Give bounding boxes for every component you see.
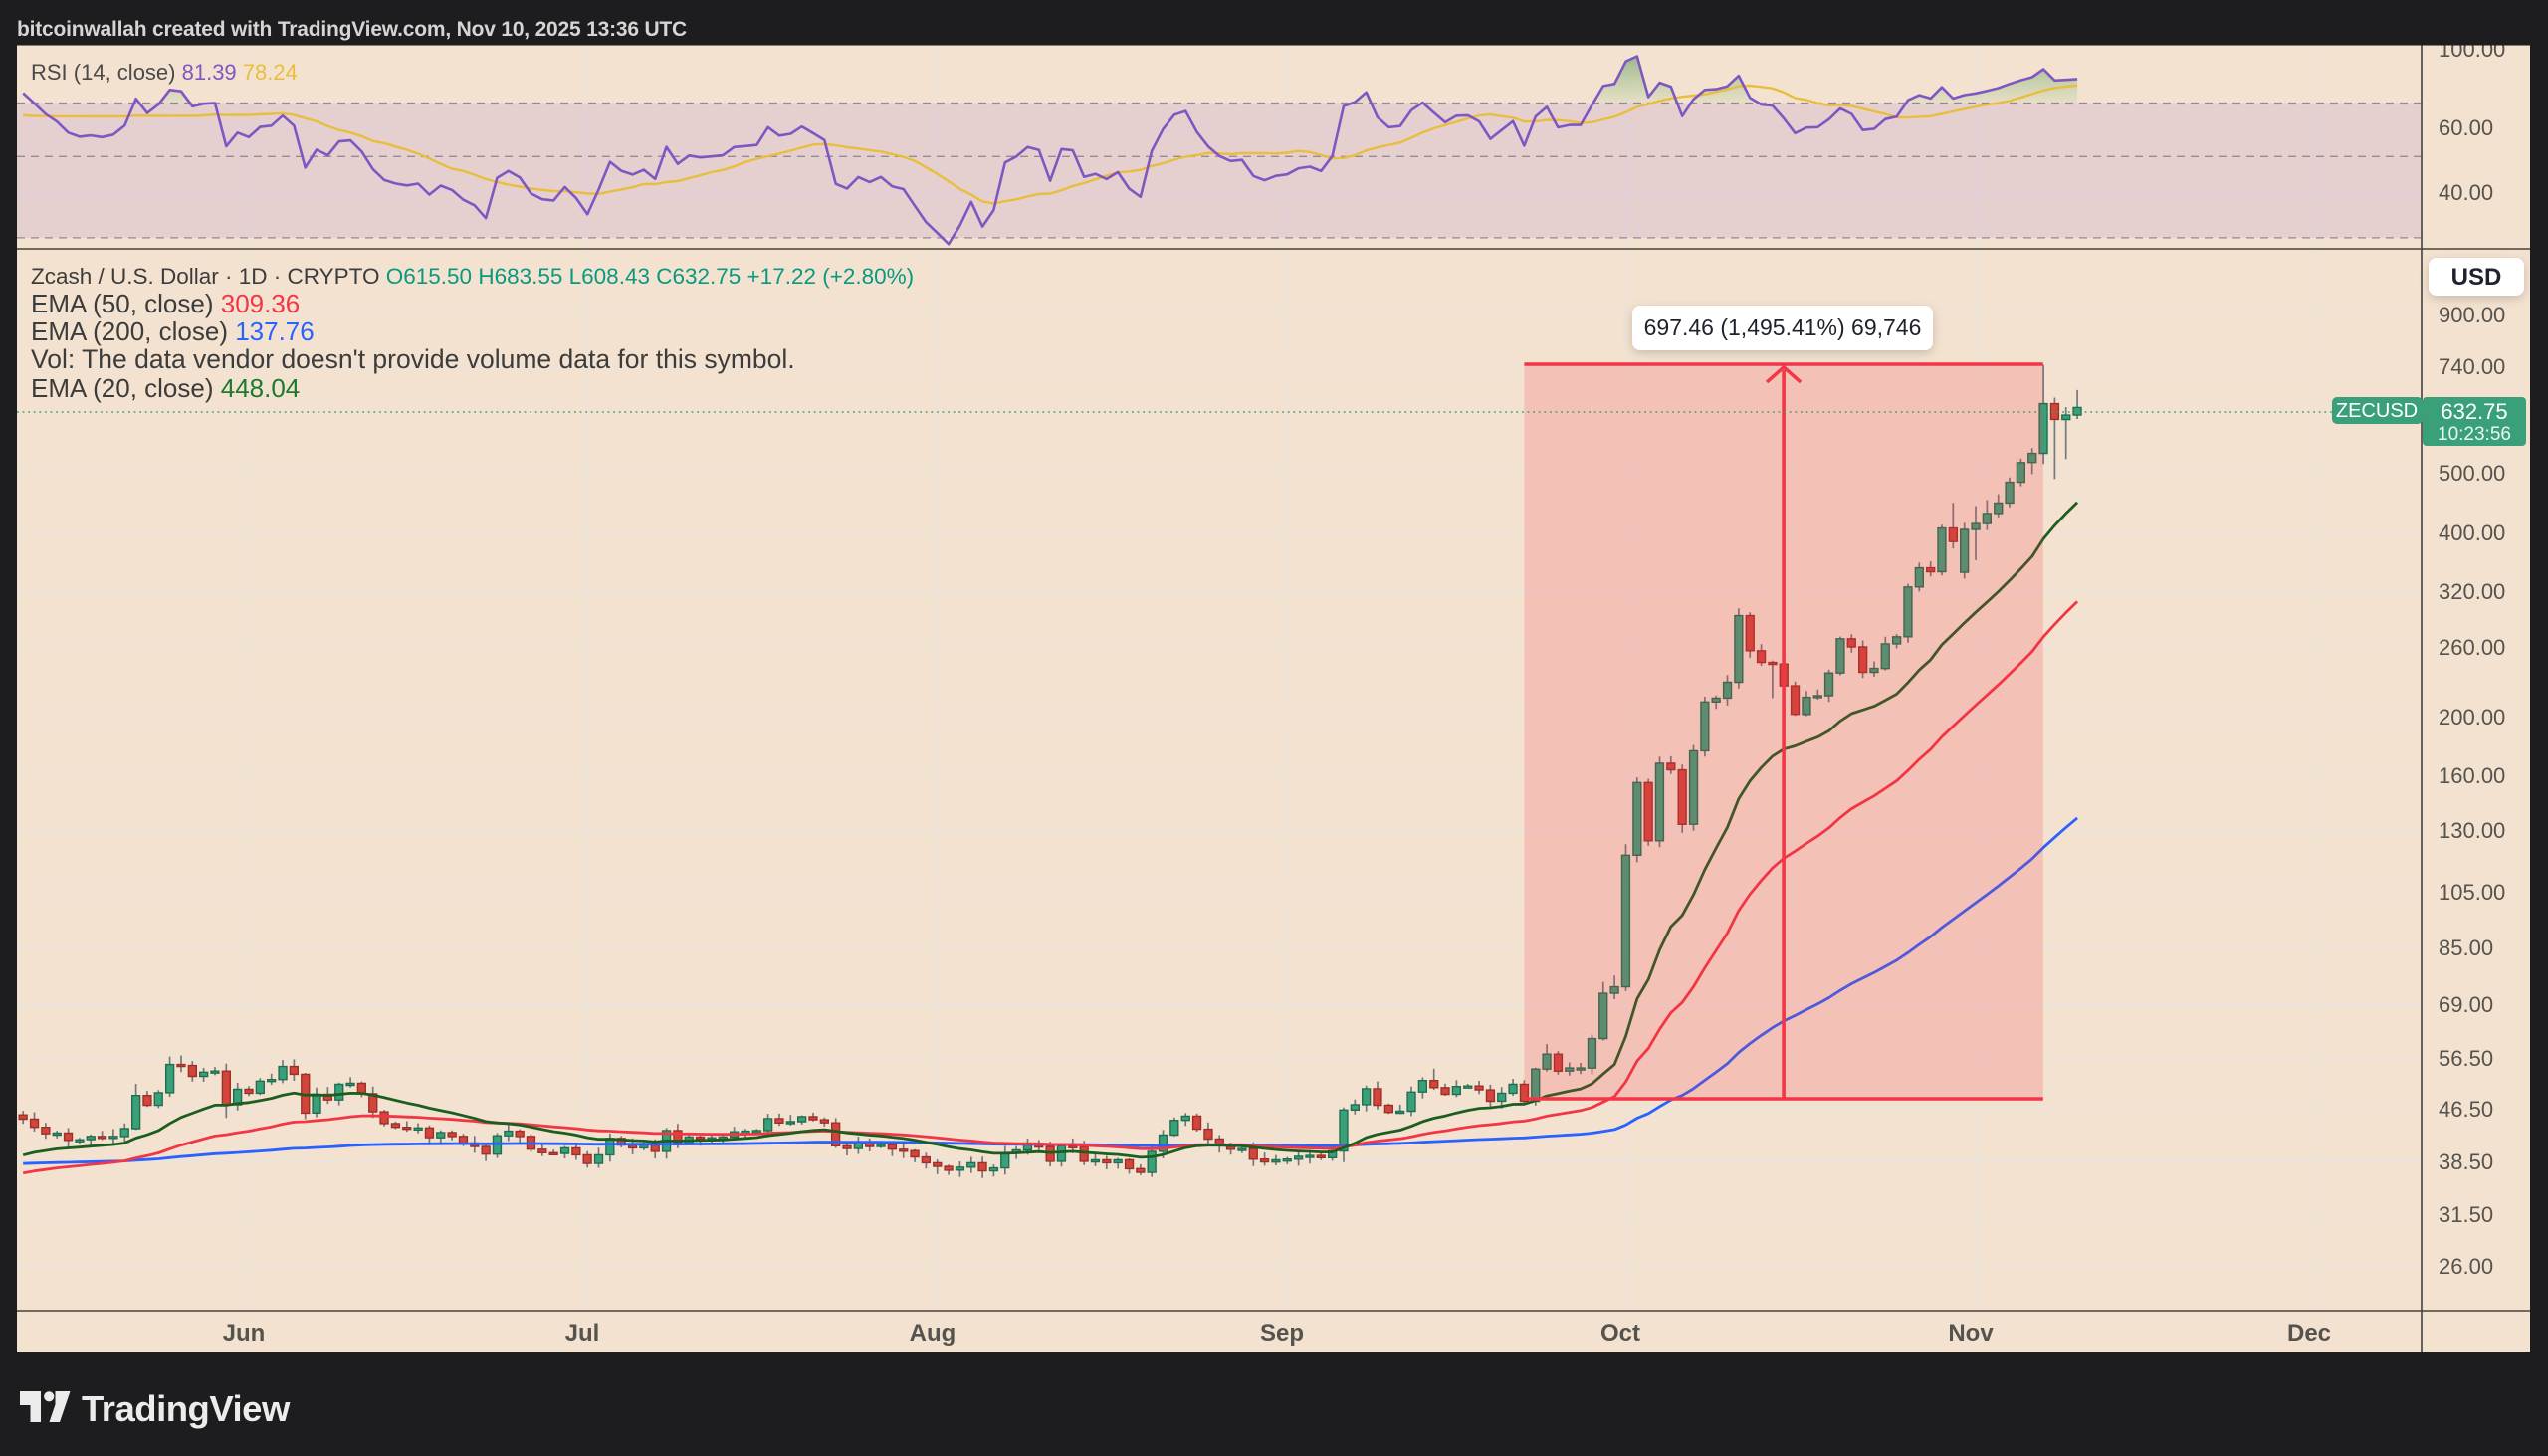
- svg-text:EMA (20, close) 448.04: EMA (20, close) 448.04: [31, 373, 300, 403]
- svg-text:46.50: 46.50: [2439, 1097, 2493, 1122]
- svg-text:200.00: 200.00: [2439, 705, 2505, 729]
- svg-text:69.00: 69.00: [2439, 992, 2493, 1017]
- svg-text:Dec: Dec: [2287, 1320, 2331, 1347]
- svg-text:EMA (50, close) 309.36: EMA (50, close) 309.36: [31, 289, 300, 318]
- svg-text:Jul: Jul: [565, 1320, 600, 1347]
- svg-text:EMA (200, close) 137.76: EMA (200, close) 137.76: [31, 316, 315, 346]
- svg-text:Nov: Nov: [1948, 1320, 1994, 1347]
- svg-text:31.50: 31.50: [2439, 1202, 2493, 1227]
- svg-text:Jun: Jun: [223, 1320, 266, 1347]
- svg-text:400.00: 400.00: [2439, 520, 2505, 545]
- svg-text:38.50: 38.50: [2439, 1149, 2493, 1174]
- svg-text:Vol: The data vendor doesn't p: Vol: The data vendor doesn't provide vol…: [31, 344, 795, 374]
- svg-text:40.00: 40.00: [2439, 180, 2493, 205]
- svg-text:105.00: 105.00: [2439, 880, 2505, 905]
- svg-text:Zcash / U.S. Dollar · 1D · CRY: Zcash / U.S. Dollar · 1D · CRYPTO O615.5…: [31, 264, 914, 289]
- svg-text:TradingView: TradingView: [82, 1388, 291, 1429]
- svg-text:900.00: 900.00: [2439, 303, 2505, 327]
- svg-text:56.50: 56.50: [2439, 1046, 2493, 1071]
- svg-text:60.00: 60.00: [2439, 115, 2493, 140]
- svg-text:USD: USD: [2451, 264, 2502, 291]
- svg-text:740.00: 740.00: [2439, 354, 2505, 379]
- svg-text:Oct: Oct: [1600, 1320, 1640, 1347]
- svg-text:RSI (14, close) 81.39 78.24: RSI (14, close) 81.39 78.24: [31, 60, 298, 85]
- svg-text:Aug: Aug: [910, 1320, 956, 1347]
- svg-text:bitcoinwallah created with Tra: bitcoinwallah created with TradingView.c…: [17, 18, 687, 41]
- svg-text:320.00: 320.00: [2439, 579, 2505, 604]
- svg-text:85.00: 85.00: [2439, 936, 2493, 960]
- svg-text:697.46 (1,495.41%) 69,746: 697.46 (1,495.41%) 69,746: [1644, 314, 1922, 340]
- svg-text:ZECUSD: ZECUSD: [2336, 400, 2418, 422]
- svg-text:632.75: 632.75: [2441, 399, 2507, 424]
- svg-text:160.00: 160.00: [2439, 763, 2505, 788]
- svg-text:260.00: 260.00: [2439, 635, 2505, 660]
- svg-text:Sep: Sep: [1260, 1320, 1304, 1347]
- svg-text:26.00: 26.00: [2439, 1254, 2493, 1279]
- svg-text:130.00: 130.00: [2439, 818, 2505, 843]
- svg-text:10:23:56: 10:23:56: [2438, 424, 2511, 445]
- svg-text:500.00: 500.00: [2439, 461, 2505, 486]
